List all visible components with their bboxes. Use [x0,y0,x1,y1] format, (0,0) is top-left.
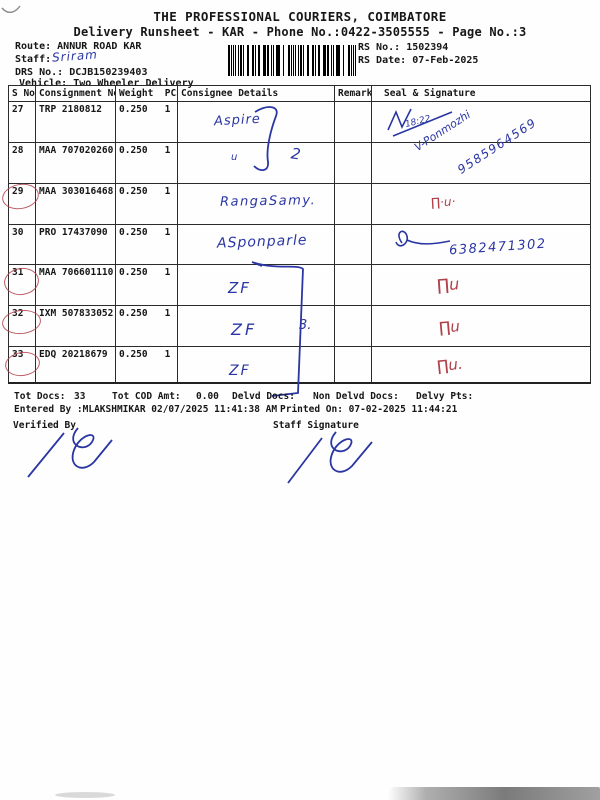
staff-signature-scribble [287,431,373,484]
handwriting-ditto-28: u [231,152,238,163]
non-delvd-docs-label: Non Delvd Docs: [313,391,399,402]
delvd-docs-label: Delvd Docs: [232,391,295,402]
scan-smudge-bottom-right [388,787,600,800]
col-sno: S No [8,85,36,102]
company-title: THE PROFESSIONAL COURIERS, COIMBATORE [153,9,447,24]
consignee-cell [177,264,335,306]
runsheet-subtitle: Delivery Runsheet - KAR - Phone No.:0422… [73,25,527,39]
runsheet-table: S No Consignment No Weight PCS Consignee… [8,85,591,384]
cod-label: Tot COD Amt: [112,391,181,402]
sno-cell: 29 [8,183,36,225]
consignment-cell: IXM 507833052 [35,305,116,347]
weight-pcs-cell: 0.250 1 [115,305,178,347]
col-consignee: Consignee Details [177,85,335,102]
printed-on-line: Printed On: 07-02-2025 11:44:21 [280,404,458,415]
vehicle-line: Vehicle: Two Wheeler Delivery [19,78,194,89]
weight-pcs-cell: 0.250 1 [115,224,178,265]
rs-date-label: RS Date: [358,55,407,66]
verified-by-signature [27,427,113,478]
consignment-cell: MAA 303016468 [35,183,116,225]
handwriting-consignee-31: ZF [228,279,251,297]
sno-cell: 28 [8,142,36,184]
red-mark-32: ∏u [438,317,461,337]
tot-docs-value: 33 [74,391,86,402]
cod-value: 0.00 [196,391,219,402]
vehicle-value: Two Wheeler Delivery [73,78,194,89]
consignment-cell: PRO 17437090 [35,224,116,265]
staff-handwritten-name: Sriram [51,47,99,65]
rs-no-value: 1502394 [406,42,449,53]
handwriting-consignee-30: ASponparle [216,232,308,252]
entered-by-line: Entered By :MLAKSHMIKAR 02/07/2025 11:41… [14,404,278,415]
col-remarks: Remarks [334,85,372,102]
tot-docs-label: Tot Docs: [14,391,66,402]
col-consignment: Consignment No [35,85,116,102]
sno-cell: 31 [8,264,36,306]
weight-pcs-cell: 0.250 1 [115,183,178,225]
delvy-pts-label: Delvy Pts: [416,391,474,402]
col-weight-pcs: Weight PCS [115,85,178,102]
staff-signature-label: Staff Signature [273,420,359,431]
handwriting-consignee-33: ZF [229,363,251,379]
sno-cell: 27 [8,101,36,143]
remarks-cell [334,101,372,143]
consignee-cell [177,346,335,383]
vehicle-label: Vehicle: [19,78,68,89]
weight-pcs-cell: 0.250 1 [115,101,178,143]
consignment-cell: MAA 707020260 [35,142,116,184]
sno-cell: 30 [8,224,36,265]
rs-no-label: RS No.: [358,42,401,53]
route-line: Route: ANNUR ROAD KAR [15,41,141,52]
consignee-cell [177,142,335,184]
drs-value: DCJB150239403 [69,67,148,78]
route-value: ANNUR ROAD KAR [57,41,142,52]
barcode [228,45,356,76]
handwriting-consignee-27: Aspire [213,111,262,130]
handwriting-count-3: 3. [299,318,312,333]
table-row: 29 MAA 303016468 0.250 1 [8,183,591,225]
weight-pcs-cell: 0.250 1 [115,142,178,184]
staff-label: Staff: [15,54,52,65]
handwriting-consignee-32: ZF [231,320,258,339]
drs-line: DRS No.: DCJB150239403 [15,67,147,78]
rs-date-value: 07-Feb-2025 [412,55,479,66]
red-mark-33: ∏u. [436,354,464,376]
scan-smudge-bottom-left [55,792,115,798]
table-header-row: S No Consignment No Weight PCS Consignee… [8,85,591,102]
red-mark-29: ∏·u· [430,194,456,210]
col-seal: Seal & Signature [371,85,591,102]
weight-pcs-cell: 0.250 1 [115,264,178,306]
rs-no-line: RS No.: 1502394 [358,42,448,53]
table-row: 33 EDQ 20218679 0.250 1 [8,346,591,383]
weight-pcs-cell: 0.250 1 [115,346,178,383]
consignment-cell: EDQ 20218679 [35,346,116,383]
route-label: Route: [15,41,52,52]
red-mark-31: ∏u [436,274,460,295]
consignment-cell: TRP 2180812 [35,101,116,143]
handwriting-consignee-29: RangaSamy. [219,193,317,210]
drs-label: DRS No.: [15,67,64,78]
rs-date-line: RS Date: 07-Feb-2025 [358,55,478,66]
verified-by-label: Verified By [13,420,76,431]
consignment-cell: MAA 706601110 [35,264,116,306]
consignee-cell [177,183,335,225]
table-row: 31 MAA 706601110 0.250 1 [8,264,591,306]
